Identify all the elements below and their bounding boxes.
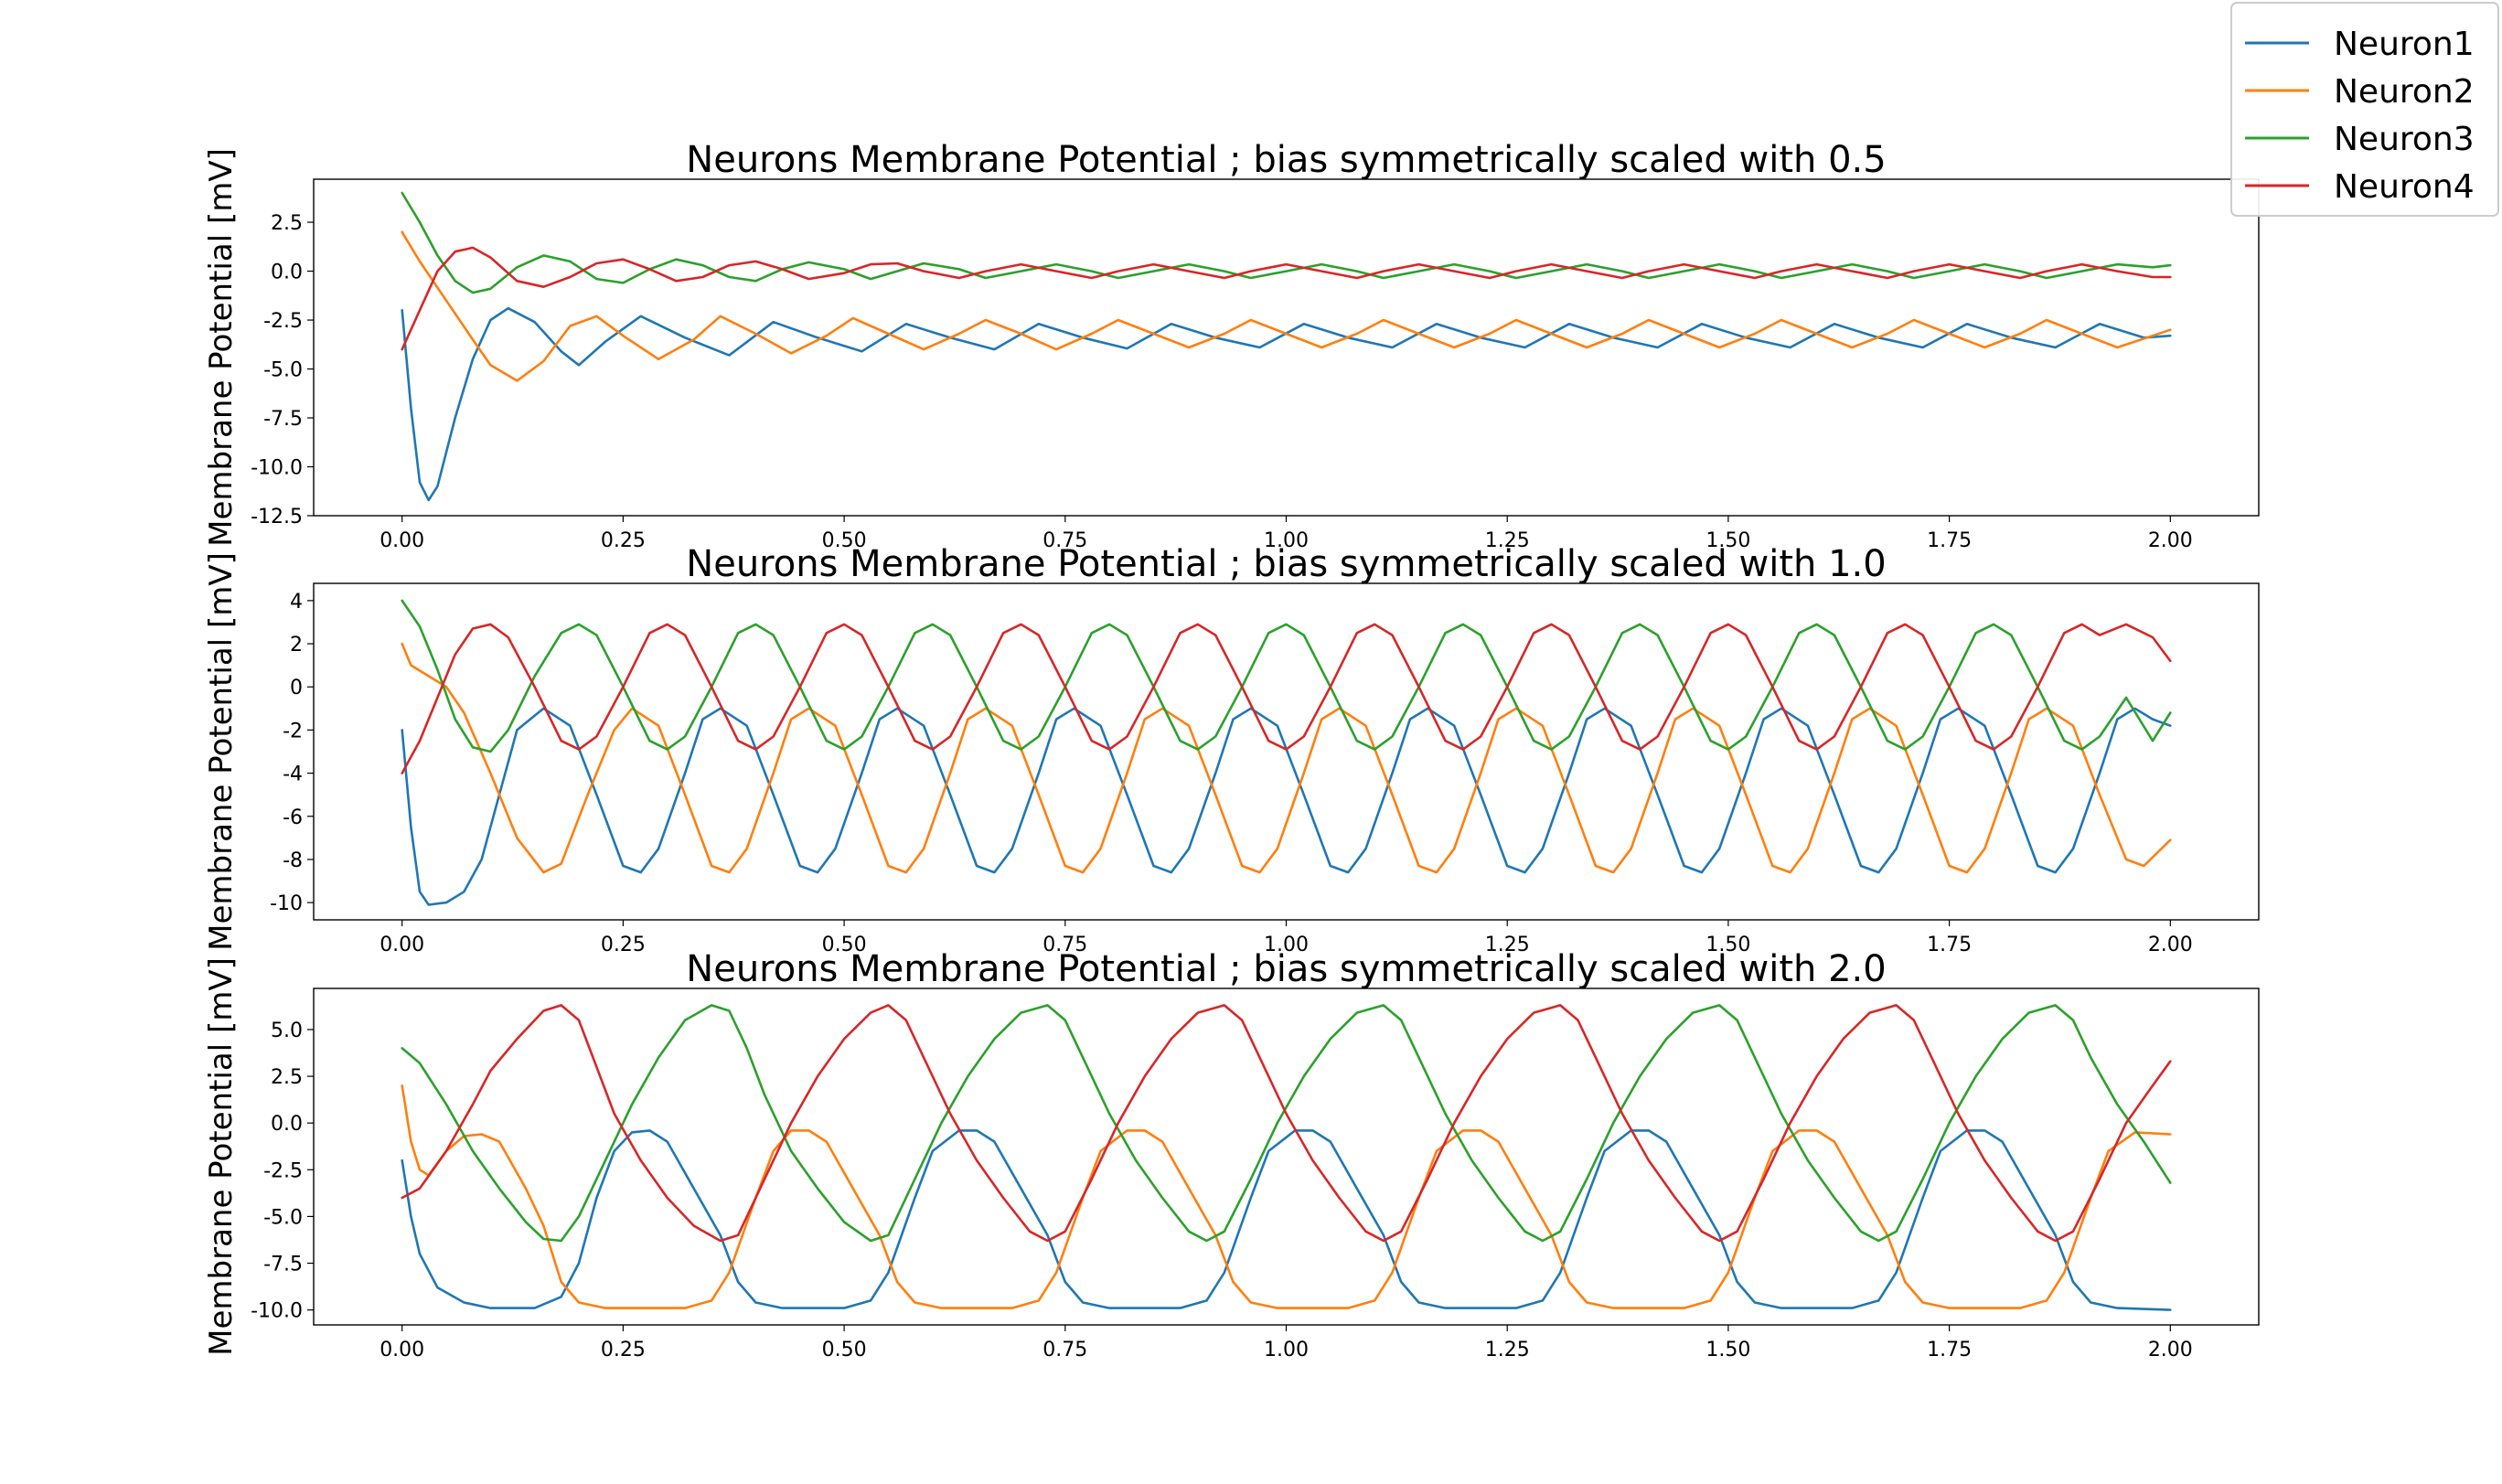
- y-tick-label: -4: [283, 763, 303, 786]
- y-tick-label: -7.5: [263, 1254, 303, 1276]
- y-tick-label: 0: [290, 677, 303, 699]
- panel-title: Neurons Membrane Potential ; bias symmet…: [686, 139, 1886, 181]
- y-axis-label: Membrane Potential [mV]: [203, 552, 240, 951]
- y-tick-label: -2.5: [263, 310, 303, 333]
- legend: Neuron1 Neuron2 Neuron3 Neuron4: [2230, 2, 2499, 217]
- x-tick-label: 0.75: [1042, 934, 1087, 956]
- y-tick-label: 5.0: [271, 1020, 303, 1042]
- series-neuron2-line: [401, 1084, 2172, 1309]
- x-tick-label: 1.25: [1485, 1339, 1530, 1361]
- x-tick-label: 2.00: [2148, 934, 2193, 956]
- legend-label: Neuron3: [2334, 121, 2475, 158]
- y-tick-label: -2.5: [263, 1159, 303, 1182]
- panel-1: 0.00 0.25 0.50 0.75 1.00 1.25 1.50 1.75 2.00 2.5 0…: [203, 139, 2260, 552]
- legend-item-neuron3: Neuron3: [2245, 121, 2475, 158]
- x-tick-label: 0.50: [822, 1339, 867, 1361]
- legend-item-neuron4: Neuron4: [2245, 168, 2475, 206]
- y-tick-label: 0.0: [271, 262, 303, 284]
- legend-frame: [2230, 2, 2499, 217]
- series-neuron4-line: [401, 623, 2172, 774]
- x-tick-label: 2.00: [2148, 529, 2193, 552]
- legend-label: Neuron1: [2334, 26, 2475, 63]
- series-lines: [401, 599, 2172, 906]
- series-neuron1-line: [401, 1129, 2172, 1311]
- x-tick-label: 1.50: [1705, 1339, 1750, 1361]
- y-tick-label: 4: [290, 591, 303, 614]
- y-tick-label: -7.5: [263, 408, 303, 431]
- legend-label: Neuron2: [2334, 73, 2475, 111]
- y-axis-label: Membrane Potential [mV]: [203, 957, 240, 1356]
- x-tick-label: 0.25: [601, 1339, 646, 1361]
- x-tick-label: 1.50: [1705, 529, 1750, 552]
- x-tick-label: 1.75: [1927, 529, 1972, 552]
- series-neuron2-line: [401, 230, 2172, 382]
- x-tick-label: 0.00: [380, 934, 424, 956]
- panel-title: Neurons Membrane Potential ; bias symmet…: [686, 948, 1886, 990]
- series-neuron4-line: [401, 246, 2172, 351]
- series-neuron3-line: [401, 191, 2172, 294]
- series-neuron1-line: [401, 306, 2172, 502]
- x-tick-label: 0.50: [822, 529, 867, 552]
- x-tick-label: 0.75: [1042, 1339, 1087, 1361]
- y-tick-label: 0.0: [271, 1113, 303, 1136]
- series-neuron3-line: [401, 599, 2172, 753]
- x-tick-label: 1.00: [1264, 934, 1309, 956]
- x-tick-label: 1.75: [1927, 1339, 1972, 1361]
- y-tick-label: -2: [283, 720, 303, 742]
- legend-item-neuron1: Neuron1: [2245, 26, 2475, 63]
- x-tick-label: 1.00: [1264, 529, 1309, 552]
- y-tick-label: -5.0: [263, 1206, 303, 1229]
- series-lines: [401, 191, 2172, 502]
- chart-panels: 0.00 0.25 0.50 0.75 1.00 1.25 1.50 1.75 2.002.50…: [203, 139, 2260, 1361]
- x-tick-label: 1.25: [1485, 529, 1530, 552]
- y-tick-label: 2: [290, 634, 303, 657]
- x-tick-label: 0.75: [1042, 529, 1087, 552]
- y-tick-label: -8: [283, 849, 303, 872]
- y-tick-label: -6: [283, 806, 303, 829]
- y-tick-label: 2.5: [271, 1066, 303, 1089]
- x-tick-label: 0.00: [380, 529, 424, 552]
- y-tick-label: -10.0: [251, 1300, 303, 1323]
- x-tick-label: 1.50: [1705, 934, 1750, 956]
- x-tick-label: 1.00: [1264, 1339, 1309, 1361]
- y-tick-label: -10.0: [251, 457, 303, 480]
- x-tick-label: 0.00: [380, 1339, 424, 1361]
- x-tick-label: 0.50: [822, 934, 867, 956]
- series-neuron4-line: [401, 1004, 2172, 1243]
- panel-title: Neurons Membrane Potential ; bias symmet…: [686, 543, 1886, 585]
- series-lines: [401, 1004, 2172, 1311]
- legend-item-neuron2: Neuron2: [2245, 73, 2475, 111]
- x-tick-label: 0.25: [601, 529, 646, 552]
- y-tick-label: -12.5: [251, 506, 303, 528]
- y-axis-label: Membrane Potential [mV]: [203, 148, 240, 547]
- x-tick-label: 1.75: [1927, 934, 1972, 956]
- series-neuron2-line: [401, 642, 2172, 874]
- x-tick-label: 1.25: [1485, 934, 1530, 956]
- series-neuron3-line: [401, 1004, 2172, 1243]
- series-neuron1-line: [401, 707, 2172, 906]
- panel-2: 0.00 0.25 0.50 0.75 1.00 1.25 1.50 1.75 2.00 4 2 0 -…: [203, 543, 2260, 956]
- panel-3: 0.00 0.25 0.50 0.75 1.00 1.25 1.50 1.75 2.00 5.0 2…: [203, 948, 2260, 1361]
- y-tick-label: -5.0: [263, 359, 303, 382]
- legend-label: Neuron4: [2334, 168, 2475, 206]
- x-tick-label: 2.00: [2148, 1339, 2193, 1361]
- y-tick-label: -10: [270, 892, 303, 915]
- y-tick-label: 2.5: [271, 212, 303, 235]
- x-tick-label: 0.25: [601, 934, 646, 956]
